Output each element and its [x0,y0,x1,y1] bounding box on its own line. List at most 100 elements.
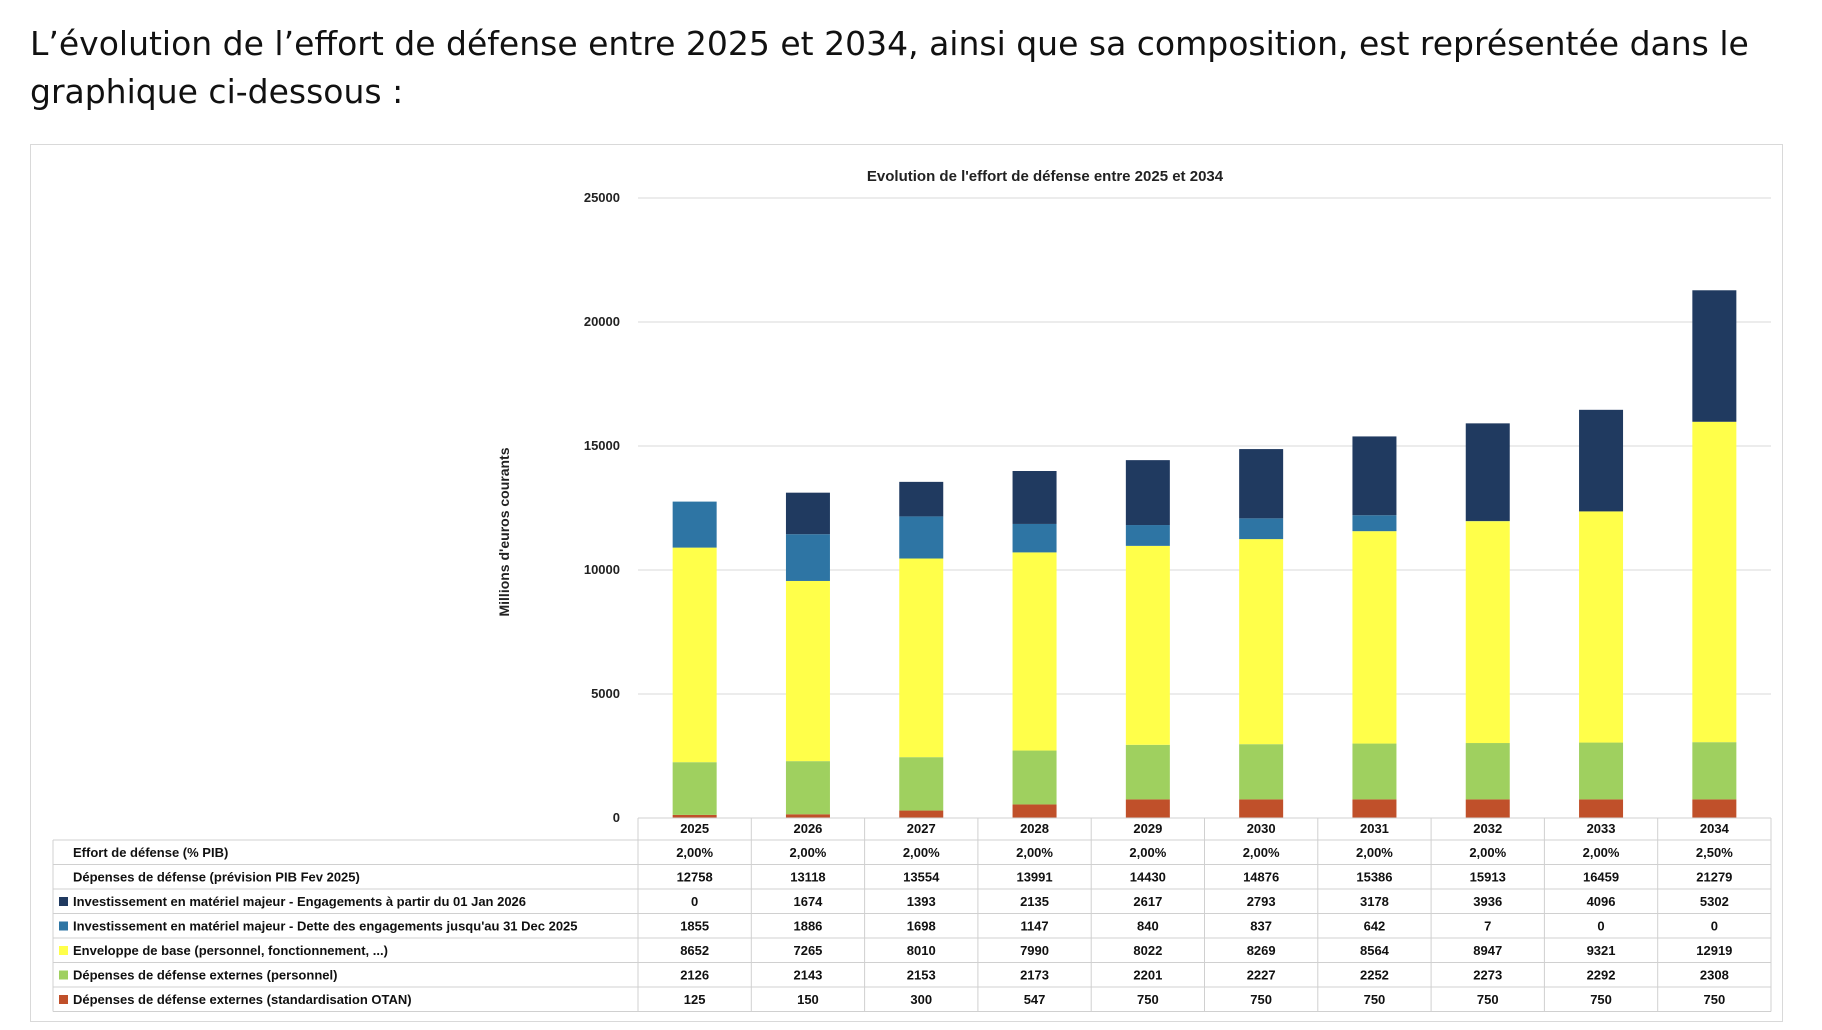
x-tick-label: 2034 [1700,821,1730,836]
bar-stack [1579,409,1624,818]
table-cell: 125 [684,992,706,1007]
bar-segment [899,757,944,811]
table-cell: 750 [1137,992,1159,1007]
y-axis-title: Millions d'euros courants [496,447,512,616]
bar-segment [1352,515,1397,532]
bar-stack [785,492,830,818]
table-cell: 21279 [1696,870,1732,885]
bar-segment [899,516,944,559]
table-cell: 8652 [680,943,709,958]
table-row-label: Effort de défense (% PIB) [73,845,228,860]
bar-segment [1465,423,1510,521]
data-table: 2025 2026 2027 2028 2029 2030 2031 2032 2033 2034… [52,817,1772,1012]
table-row-label: Dépenses de défense externes (standardis… [73,992,412,1007]
y-tick-label: 10000 [584,562,620,577]
table-cell: 13991 [1016,870,1052,885]
table-cell: 2135 [1020,894,1049,909]
y-tick-label: 0 [613,810,620,825]
table-cell: 2,00% [1129,845,1166,860]
table-cell: 2173 [1020,968,1049,983]
x-tick-label: 2028 [1020,821,1049,836]
bar-segment [785,814,830,818]
table-cell: 8022 [1133,943,1162,958]
table-cell: 0 [1597,919,1604,934]
chart-container: Evolution de l'effort de défense entre 2… [30,144,1783,1022]
table-cell: 2793 [1247,894,1276,909]
table-cell: 2227 [1247,968,1276,983]
table-cell: 2292 [1587,968,1616,983]
table-cell: 13118 [790,870,825,885]
bar-segment [1012,470,1057,524]
bar-segment [1692,742,1737,800]
table-cell: 2,00% [1583,845,1620,860]
table-cell: 837 [1250,919,1272,934]
table-cell: 750 [1364,992,1386,1007]
table-cell: 1393 [907,894,936,909]
table-cell: 2,00% [903,845,940,860]
bar-segment [1692,290,1737,422]
table-cell: 4096 [1587,894,1616,909]
table-cell: 7 [1484,919,1491,934]
bar-segment [1239,539,1284,745]
stacked-bar-chart: Evolution de l'effort de défense entre 2… [52,168,1772,1012]
bar-stack [899,481,944,818]
bar-segment [672,814,717,818]
table-row-label: Dépenses de défense (prévision PIB Fev 2… [73,870,360,885]
bar-stack [1692,290,1737,818]
table-cell: 750 [1590,992,1612,1007]
bar-segment [1352,436,1397,516]
x-tick-label: 2027 [907,821,936,836]
bar-segment [1579,742,1624,800]
bar-segment [1579,409,1624,512]
table-cell: 3178 [1360,894,1389,909]
table-row: Enveloppe de base (personnel, fonctionne… [59,943,1732,958]
bar-segment [1125,460,1170,526]
bar-segment [1012,523,1057,553]
x-tick-label: 2025 [680,821,709,836]
table-row: Dépenses de défense externes (standardis… [59,992,1725,1007]
table-row-label: Investissement en matériel majeur - Enga… [73,894,526,909]
table-cell: 1674 [793,894,823,909]
table-cell: 3936 [1473,894,1502,909]
table-row: Investissement en matériel majeur - Dett… [59,919,1718,934]
legend-marker [59,921,68,931]
table-row: Dépenses de défense (prévision PIB Fev 2… [73,870,1732,885]
y-tick-label: 15000 [584,438,620,453]
table-row: Investissement en matériel majeur - Enga… [59,894,1729,909]
table-cell: 2153 [907,968,936,983]
bar-segment [1692,421,1737,743]
table-cell: 150 [797,992,819,1007]
intro-paragraph: L’évolution de l’effort de défense entre… [30,24,1749,111]
bar-segment [1465,521,1510,744]
table-cell: 2201 [1133,968,1162,983]
legend-marker [59,970,68,980]
bar-segment [672,547,717,763]
table-cell: 2,00% [676,845,713,860]
table-row-label: Dépenses de défense externes (personnel) [73,968,337,983]
bar-segment [1352,531,1397,744]
table-cell: 8564 [1360,943,1390,958]
table-cell: 12919 [1696,943,1732,958]
x-tick-label: 2031 [1360,821,1389,836]
bar-stack [1352,436,1397,818]
table-cell: 642 [1364,919,1386,934]
table-cell: 2,00% [1356,845,1393,860]
y-tick-label: 5000 [591,686,620,701]
bar-segment [1692,799,1737,818]
bar-segment [1465,799,1510,818]
chart-title: Evolution de l'effort de défense entre 2… [867,168,1224,185]
table-cell: 1147 [1020,919,1048,934]
bar-segment [1352,799,1397,818]
table-cell: 9321 [1587,943,1616,958]
bar-segment [1352,743,1397,800]
table-cell: 2617 [1133,894,1162,909]
bar-segment [1239,799,1284,818]
table-cell: 7265 [793,943,822,958]
table-cell: 1886 [793,919,822,934]
x-tick-label: 2029 [1133,821,1162,836]
y-axis-ticks: 0 5000 10000 15000 20000 25000 [584,190,620,825]
table-cell: 750 [1477,992,1499,1007]
bar-segment [899,810,944,818]
table-cell: 750 [1250,992,1272,1007]
bar-segment [1579,799,1624,818]
